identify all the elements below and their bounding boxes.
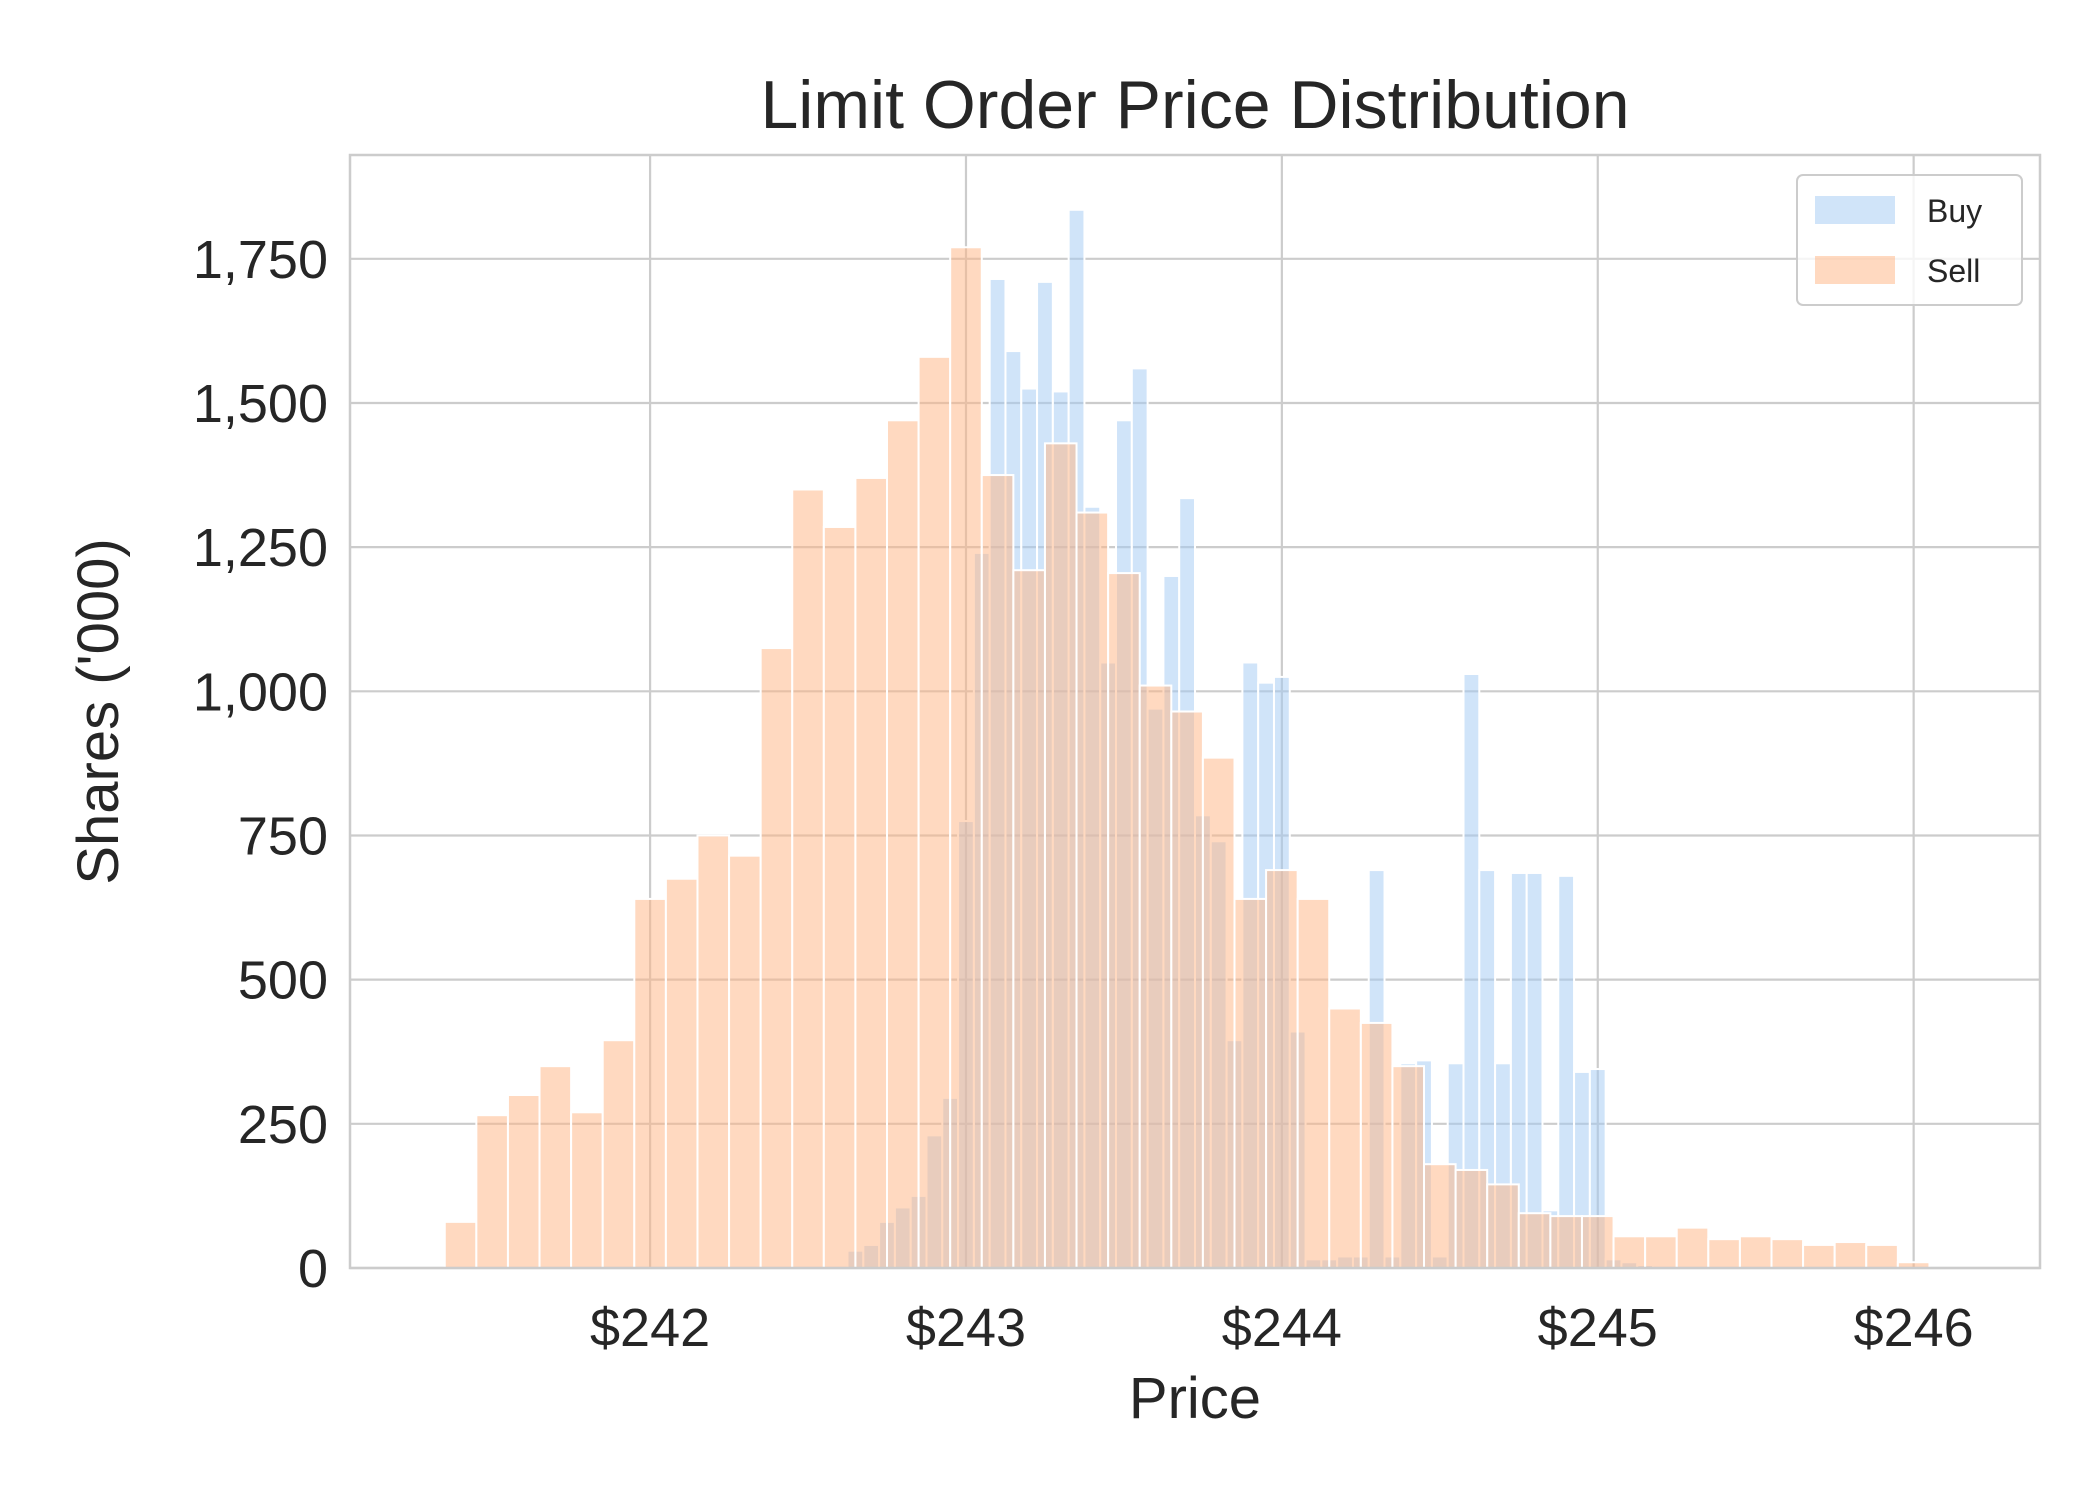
bar-sell <box>854 476 889 1269</box>
bar-sell <box>1612 1235 1647 1269</box>
bar-sell <box>1265 869 1299 1269</box>
bar-sell <box>1833 1241 1868 1269</box>
bar-sell <box>506 1093 541 1270</box>
bar-buy <box>1557 874 1576 1269</box>
legend-box <box>1796 174 2023 306</box>
bar-sell <box>475 1114 509 1269</box>
bar-sell <box>1012 569 1046 1269</box>
bar-sell <box>980 474 1015 1269</box>
bar-sell <box>1138 684 1173 1269</box>
y-tick-label: 250 <box>238 1095 328 1155</box>
legend-swatch-buy <box>1815 196 1895 224</box>
bar-sell <box>1802 1243 1836 1269</box>
bar-sell <box>1107 572 1141 1269</box>
bar-sell <box>1644 1235 1678 1269</box>
bar-sell <box>1296 897 1331 1270</box>
bar-sell <box>1454 1168 1489 1270</box>
bar-sell <box>1865 1243 1899 1269</box>
bar-sell <box>1359 1021 1394 1269</box>
bar-sell <box>664 877 699 1269</box>
bar-sell <box>443 1220 478 1269</box>
bar-sell <box>601 1039 636 1269</box>
bar-sell <box>633 897 667 1270</box>
y-tick-label: 1,250 <box>193 518 328 578</box>
chart-title: Limit Order Price Distribution <box>760 67 1629 143</box>
bar-sell <box>1075 511 1110 1269</box>
bar-sell <box>1486 1183 1520 1270</box>
y-tick-label: 1,750 <box>193 230 328 290</box>
x-tick-label: $245 <box>1538 1298 1658 1358</box>
legend: Buy Sell <box>1796 174 2023 306</box>
bar-sell <box>1549 1215 1583 1269</box>
bar-sell <box>1233 897 1268 1270</box>
bar-sell <box>917 355 952 1270</box>
x-tick-label: $246 <box>1854 1298 1974 1358</box>
bar-sell <box>570 1111 604 1269</box>
bar-sell <box>1738 1235 1773 1269</box>
bar-buy <box>1525 871 1544 1269</box>
legend-swatch-sell <box>1815 256 1895 284</box>
bar-sell <box>538 1065 573 1270</box>
x-tick-label: $242 <box>590 1298 710 1358</box>
bar-sell <box>1201 756 1236 1269</box>
bars-layer <box>443 208 1931 1270</box>
bar-sell <box>1170 710 1204 1269</box>
y-tick-label: 1,000 <box>193 662 328 722</box>
bar-sell <box>728 854 762 1269</box>
bar-sell <box>822 525 857 1269</box>
bar-sell <box>1517 1212 1552 1269</box>
bar-sell <box>1707 1238 1741 1269</box>
bar-sell <box>1770 1238 1805 1269</box>
y-axis-label: Shares ('000) <box>66 538 131 884</box>
bar-sell <box>696 834 731 1269</box>
bar-sell <box>949 246 983 1270</box>
bar-sell <box>886 419 920 1269</box>
bar-sell <box>759 647 794 1269</box>
y-tick-label: 1,500 <box>193 374 328 434</box>
legend-label-buy: Buy <box>1927 193 1982 229</box>
x-axis-label: Price <box>1129 1366 1261 1431</box>
bar-sell <box>1391 1065 1426 1270</box>
bar-sell <box>791 488 825 1269</box>
y-tick-label: 500 <box>238 951 328 1011</box>
x-tick-label: $244 <box>1222 1298 1342 1358</box>
bar-sell <box>1043 442 1078 1269</box>
ticks-layer: $242 $243 $244 $245 $246 0 250 500 750 1,000 1,250… <box>193 230 1974 1358</box>
bar-sell <box>1328 1007 1362 1270</box>
plot-frame <box>348 153 2042 1270</box>
bar-sell <box>1423 1163 1457 1270</box>
bar-sell <box>1580 1215 1615 1269</box>
bar-sell <box>1675 1226 1710 1269</box>
y-tick-label: 750 <box>238 806 328 866</box>
y-tick-label: 0 <box>298 1239 328 1299</box>
x-tick-label: $243 <box>906 1298 1026 1358</box>
legend-label-sell: Sell <box>1927 253 1980 289</box>
